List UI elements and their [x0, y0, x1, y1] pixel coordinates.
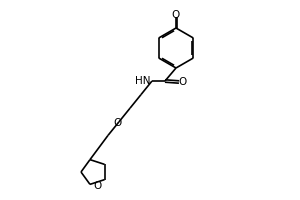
Text: O: O [172, 10, 180, 20]
Text: O: O [114, 118, 122, 128]
Text: O: O [93, 181, 101, 191]
Text: HN: HN [136, 76, 151, 86]
Text: O: O [178, 77, 187, 87]
